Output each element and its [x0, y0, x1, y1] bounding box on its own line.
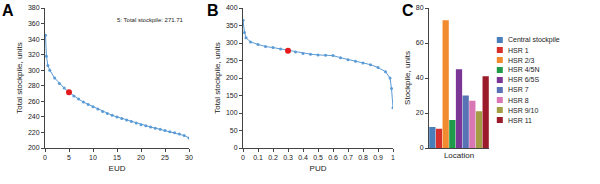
svg-text:Central stockpile: Central stockpile [508, 36, 560, 44]
svg-text:50: 50 [230, 127, 238, 134]
svg-text:0.3: 0.3 [283, 154, 293, 161]
svg-text:150: 150 [226, 92, 238, 99]
svg-text:A: A [2, 2, 14, 19]
svg-text:380: 380 [28, 4, 40, 11]
svg-text:5: 5 [67, 154, 71, 161]
svg-text:HSR 9/10: HSR 9/10 [508, 107, 538, 114]
svg-text:280: 280 [28, 82, 40, 89]
svg-text:200: 200 [28, 144, 40, 151]
svg-text:5: Total stockpile: 271.71: 5: Total stockpile: 271.71 [117, 17, 184, 23]
svg-text:EUD: EUD [109, 164, 126, 173]
svg-text:15: 15 [113, 154, 121, 161]
svg-text:240: 240 [28, 113, 40, 120]
svg-text:0: 0 [420, 144, 424, 151]
svg-text:0.2: 0.2 [268, 154, 278, 161]
svg-text:20: 20 [416, 109, 424, 116]
svg-text:Stockpile, units: Stockpile, units [403, 51, 412, 105]
svg-text:320: 320 [28, 51, 40, 58]
svg-text:200: 200 [226, 74, 238, 81]
svg-text:260: 260 [28, 98, 40, 105]
svg-text:0.1: 0.1 [253, 154, 263, 161]
svg-text:0.8: 0.8 [358, 154, 368, 161]
svg-text:Location: Location [444, 151, 474, 160]
svg-text:0.7: 0.7 [343, 154, 353, 161]
svg-text:B: B [207, 2, 219, 19]
svg-text:PUD: PUD [310, 164, 327, 173]
svg-text:HSR 1: HSR 1 [508, 47, 529, 54]
svg-text:60: 60 [416, 39, 424, 46]
svg-text:HSR 4/5N: HSR 4/5N [508, 66, 540, 73]
svg-text:HSR 8: HSR 8 [508, 97, 529, 104]
svg-text:C: C [402, 2, 414, 19]
svg-text:360: 360 [28, 20, 40, 27]
svg-text:HSR 2/3: HSR 2/3 [508, 57, 535, 64]
svg-text:40: 40 [416, 74, 424, 81]
svg-text:0.6: 0.6 [328, 154, 338, 161]
svg-text:30: 30 [185, 154, 193, 161]
svg-text:10: 10 [89, 154, 97, 161]
svg-text:0.4: 0.4 [298, 154, 308, 161]
svg-text:1: 1 [391, 154, 395, 161]
svg-text:25: 25 [161, 154, 169, 161]
svg-text:HSR 7: HSR 7 [508, 86, 529, 93]
svg-text:HSR 6/5S: HSR 6/5S [508, 76, 539, 83]
svg-text:300: 300 [28, 67, 40, 74]
svg-text:340: 340 [28, 36, 40, 43]
svg-text:0.5: 0.5 [313, 154, 323, 161]
svg-text:220: 220 [28, 129, 40, 136]
svg-text:HSR 11: HSR 11 [508, 117, 532, 124]
svg-text:250: 250 [226, 57, 238, 64]
svg-text:0: 0 [241, 154, 245, 161]
svg-text:400: 400 [226, 4, 238, 11]
svg-text:0: 0 [234, 144, 238, 151]
svg-text:0.9: 0.9 [373, 154, 383, 161]
svg-text:20: 20 [137, 154, 145, 161]
svg-text:Total stockpile, units: Total stockpile, units [15, 42, 24, 114]
svg-text:80: 80 [416, 4, 424, 11]
svg-text:Total stockpile, units: Total stockpile, units [213, 42, 222, 114]
svg-text:350: 350 [226, 22, 238, 29]
svg-text:0: 0 [43, 154, 47, 161]
svg-text:100: 100 [226, 109, 238, 116]
svg-text:300: 300 [226, 39, 238, 46]
